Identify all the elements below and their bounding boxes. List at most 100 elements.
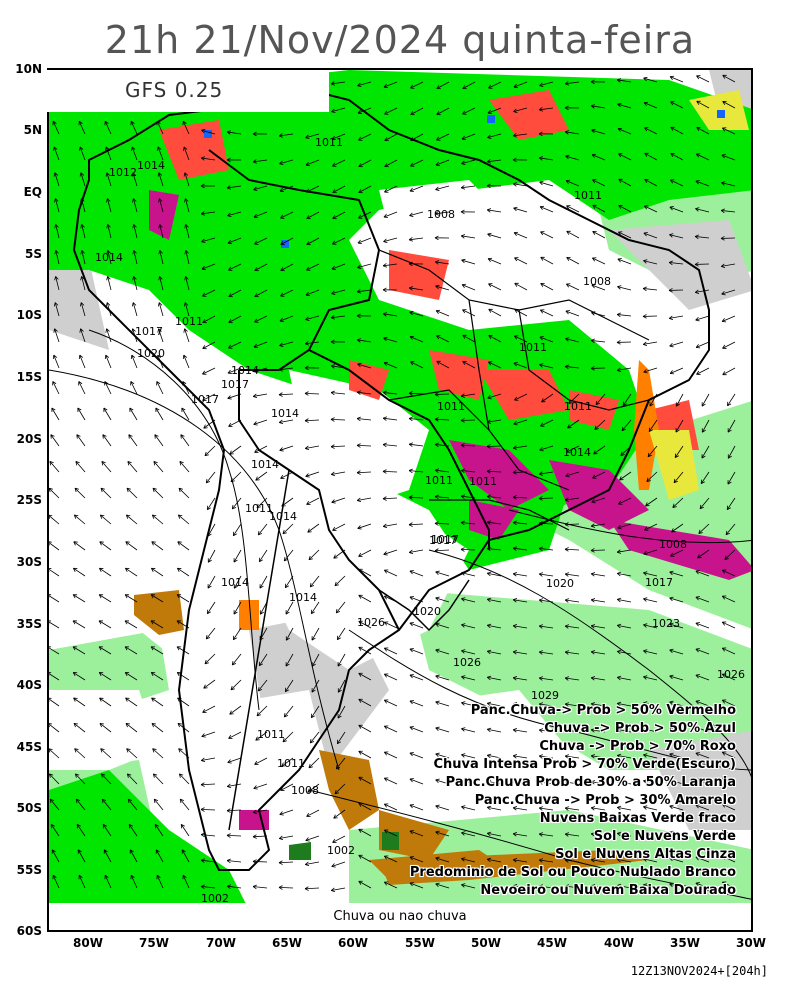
wind-arrow-head bbox=[461, 623, 466, 626]
wind-arrow bbox=[620, 445, 632, 456]
wind-arrow-head bbox=[409, 804, 414, 806]
wind-arrow bbox=[253, 886, 268, 889]
wind-arrow-head bbox=[461, 650, 465, 654]
wind-arrow-head bbox=[356, 445, 361, 448]
wind-arrow-head bbox=[176, 594, 180, 599]
wind-arrow-head bbox=[620, 451, 623, 456]
wind-arrow-head bbox=[409, 830, 414, 832]
wind-arrow-head bbox=[106, 302, 111, 306]
wind-arrow bbox=[541, 393, 554, 403]
wind-arrow bbox=[617, 79, 632, 83]
wind-arrow-head bbox=[461, 702, 465, 706]
wind-arrow bbox=[226, 809, 242, 812]
wind-arrow-head bbox=[486, 470, 491, 474]
wind-arrow-head bbox=[434, 496, 439, 500]
wind-arrow bbox=[331, 289, 346, 295]
wind-arrow bbox=[698, 523, 710, 534]
wind-arrow-head bbox=[278, 862, 283, 865]
wind-arrow bbox=[695, 752, 710, 759]
wind-arrow-head bbox=[253, 812, 258, 815]
wind-arrow bbox=[539, 781, 554, 785]
wind-arrow-head bbox=[227, 372, 232, 374]
wind-arrow bbox=[540, 283, 554, 291]
wind-arrow bbox=[591, 573, 606, 577]
wind-arrow bbox=[383, 392, 398, 395]
wind-arrow-head bbox=[565, 337, 570, 339]
wind-arrow-head bbox=[539, 858, 544, 861]
wind-arrow-head bbox=[720, 238, 725, 241]
wind-arrow bbox=[727, 393, 736, 407]
wind-arrow-head bbox=[80, 224, 83, 229]
wind-arrow-head bbox=[591, 702, 596, 705]
wind-arrow-head bbox=[107, 250, 111, 254]
wind-arrow-head bbox=[591, 154, 595, 159]
wind-arrow bbox=[384, 751, 398, 759]
wind-arrow-head bbox=[284, 715, 289, 718]
wind-arrow bbox=[565, 573, 580, 577]
wind-arrow-head bbox=[106, 276, 109, 281]
wind-arrow-head bbox=[617, 102, 622, 105]
wind-arrow-head bbox=[460, 494, 465, 497]
wind-arrow bbox=[358, 776, 372, 785]
wind-arrow bbox=[722, 367, 736, 376]
wind-arrow-head bbox=[259, 637, 264, 641]
wind-arrow bbox=[100, 487, 112, 499]
wind-arrow bbox=[488, 308, 502, 317]
isobar-line bbox=[428, 549, 751, 778]
wind-arrow bbox=[461, 728, 476, 733]
wind-arrow-head bbox=[80, 276, 83, 281]
wind-arrow-head bbox=[330, 392, 335, 396]
wind-arrow bbox=[337, 731, 346, 744]
wind-arrow-head bbox=[151, 568, 154, 572]
wind-arrow-head bbox=[669, 623, 673, 628]
wind-arrow bbox=[461, 572, 476, 577]
wind-arrow-head bbox=[184, 198, 186, 203]
wind-arrow-head bbox=[283, 712, 286, 718]
wind-arrow-head bbox=[231, 660, 234, 666]
wind-arrow-head bbox=[382, 390, 387, 393]
isobar-label: 1017 bbox=[431, 533, 459, 546]
wind-arrow-head bbox=[643, 260, 647, 264]
wind-arrow-head bbox=[54, 276, 57, 281]
wind-arrow-head bbox=[514, 335, 518, 340]
wind-arrow-head bbox=[55, 276, 59, 280]
wind-arrow-head bbox=[409, 552, 414, 555]
wind-arrow bbox=[131, 146, 138, 161]
wind-arrow bbox=[233, 601, 242, 615]
wind-arrow bbox=[334, 575, 346, 587]
wind-arrow bbox=[204, 445, 216, 457]
wind-arrow bbox=[233, 575, 242, 589]
wind-arrow-head bbox=[565, 499, 570, 502]
wind-arrow bbox=[488, 81, 502, 89]
wind-arrow-head bbox=[151, 722, 156, 725]
wind-arrow bbox=[259, 653, 268, 666]
wind-arrow bbox=[233, 627, 242, 640]
wind-arrow-head bbox=[434, 548, 439, 552]
wind-arrow-head bbox=[695, 674, 700, 676]
wind-arrow-head bbox=[564, 625, 569, 629]
wind-arrow bbox=[75, 461, 86, 473]
wind-arrow-head bbox=[620, 454, 625, 456]
wind-arrow bbox=[382, 497, 398, 500]
wind-arrow-head bbox=[409, 882, 414, 884]
wind-arrow-head bbox=[487, 571, 492, 574]
wind-arrow bbox=[75, 773, 86, 785]
wind-arrow-head bbox=[616, 340, 621, 343]
wind-arrow bbox=[384, 133, 398, 142]
lat-tick: 50S bbox=[16, 801, 42, 815]
isobar-label: 1008 bbox=[659, 538, 687, 551]
wind-arrow-head bbox=[200, 858, 205, 861]
rain-70-prob-area bbox=[149, 190, 179, 240]
wind-arrow-head bbox=[618, 153, 622, 158]
wind-arrow bbox=[205, 627, 216, 640]
wind-arrow-head bbox=[383, 673, 388, 678]
wind-arrow bbox=[649, 393, 658, 407]
wind-arrow-head bbox=[409, 570, 413, 575]
wind-arrow bbox=[176, 594, 190, 603]
wind-arrow-head bbox=[694, 264, 699, 267]
wind-arrow-head bbox=[643, 780, 647, 784]
wind-arrow-head bbox=[538, 521, 543, 524]
wind-arrow-head bbox=[616, 885, 621, 889]
wind-arrow-head bbox=[280, 241, 284, 245]
wind-arrow bbox=[539, 651, 554, 655]
